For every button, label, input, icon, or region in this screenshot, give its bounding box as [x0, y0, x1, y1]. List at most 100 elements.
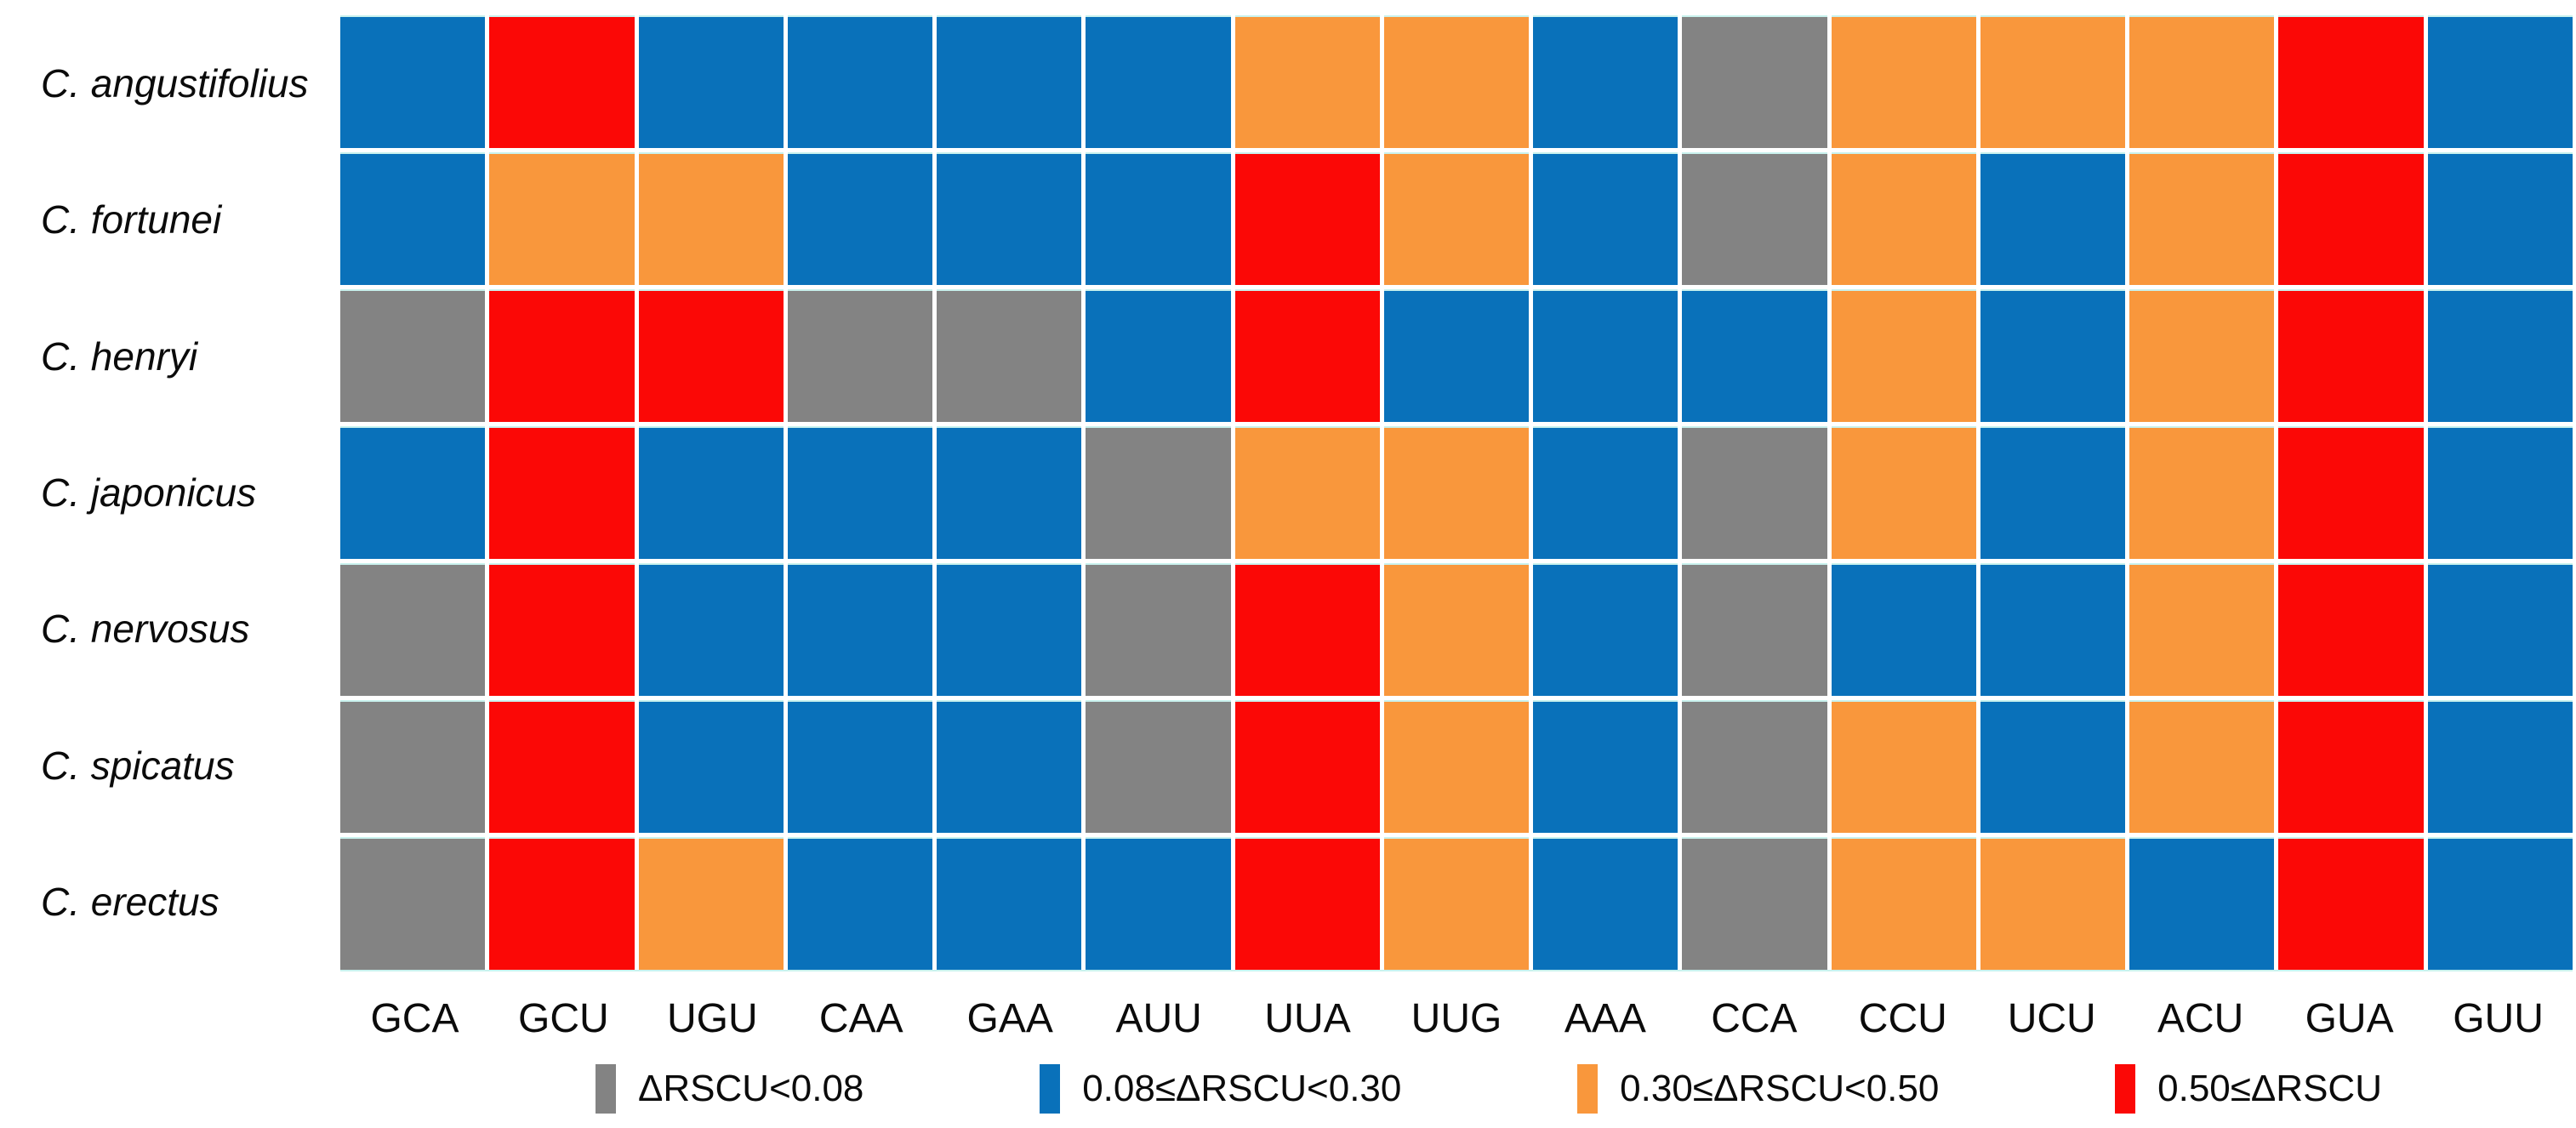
heatmap-cell	[2427, 837, 2573, 970]
heatmap-cell	[1980, 563, 2126, 696]
heatmap-cell	[1980, 700, 2126, 833]
heatmap-grid	[340, 15, 2573, 971]
legend: ΔRSCU<0.08 0.08≤ΔRSCU<0.30 0.30≤ΔRSCU<0.50…	[596, 1058, 2382, 1119]
heatmap-cell	[1234, 152, 1380, 285]
heatmap-cell	[1831, 563, 1976, 696]
heatmap-cell	[1831, 15, 1976, 148]
heatmap-cell	[638, 289, 784, 422]
heatmap-cell	[1086, 15, 1231, 148]
heatmap-cell	[1533, 426, 1678, 559]
codon-label: GCU	[518, 995, 609, 1041]
heatmap-cell	[2427, 152, 2573, 285]
legend-swatch	[1040, 1064, 1061, 1114]
heatmap-cell	[787, 152, 933, 285]
heatmap-cell	[1533, 152, 1678, 285]
heatmap-cell	[1831, 289, 1976, 422]
heatmap-cell	[2129, 15, 2275, 148]
heatmap-cell	[1980, 15, 2126, 148]
heatmap-cell	[489, 426, 635, 559]
heatmap-cell	[2427, 563, 2573, 696]
codon-label: CCA	[1711, 995, 1798, 1041]
heatmap-cell	[1086, 289, 1231, 422]
species-label: C. spicatus	[41, 743, 235, 788]
heatmap-cell	[1980, 289, 2126, 422]
legend-label: 0.30≤ΔRSCU<0.50	[1620, 1068, 1940, 1109]
species-label: C. fortunei	[41, 197, 222, 242]
heatmap-cell	[2427, 426, 2573, 559]
codon-label: GCA	[370, 995, 459, 1041]
heatmap-cell	[2278, 563, 2424, 696]
heatmap-cell	[1234, 426, 1380, 559]
heatmap-cell	[1234, 289, 1380, 422]
heatmap-cell	[489, 700, 635, 833]
heatmap-cell	[638, 426, 784, 559]
heatmap-cell	[937, 15, 1082, 148]
heatmap-cell	[340, 700, 486, 833]
legend-label: ΔRSCU<0.08	[638, 1068, 864, 1109]
codon-label: UCU	[2007, 995, 2096, 1041]
heatmap-cell	[1383, 426, 1530, 559]
heatmap-cell	[2427, 289, 2573, 422]
species-label: C. henryi	[41, 333, 198, 379]
heatmap-cell	[340, 15, 486, 148]
codon-label: ACU	[2157, 995, 2244, 1041]
legend-item: 0.50≤ΔRSCU	[2115, 1064, 2382, 1114]
codon-label: GAA	[966, 995, 1053, 1041]
heatmap-cell	[2278, 700, 2424, 833]
heatmap-cell	[937, 700, 1082, 833]
heatmap-cell	[340, 563, 486, 696]
legend-label: 0.08≤ΔRSCU<0.30	[1082, 1068, 1402, 1109]
codon-label: GUA	[2305, 995, 2394, 1041]
heatmap-cell	[1383, 15, 1530, 148]
heatmap-cell	[489, 289, 635, 422]
species-label: C. nervosus	[41, 607, 250, 652]
heatmap-cell	[1831, 426, 1976, 559]
heatmap-cell	[937, 152, 1082, 285]
codon-label: AAA	[1564, 995, 1646, 1041]
heatmap-cell	[937, 289, 1082, 422]
heatmap-cell	[1831, 700, 1976, 833]
heatmap-cell	[2129, 700, 2275, 833]
heatmap-cell	[2278, 426, 2424, 559]
heatmap-cell	[340, 152, 486, 285]
heatmap-cell	[937, 837, 1082, 970]
heatmap-cell	[1086, 837, 1231, 970]
heatmap-cell	[1533, 837, 1678, 970]
heatmap-cell	[787, 837, 933, 970]
heatmap-cell	[489, 837, 635, 970]
heatmap-cell	[1682, 289, 1827, 422]
codon-label: CAA	[818, 995, 903, 1041]
heatmap-cell	[1831, 837, 1976, 970]
heatmap-cell	[2278, 837, 2424, 970]
heatmap-cell	[1682, 426, 1827, 559]
heatmap-cell	[1383, 837, 1530, 970]
heatmap-cell	[340, 289, 486, 422]
heatmap-cell	[1383, 289, 1530, 422]
heatmap-cell	[638, 837, 784, 970]
heatmap-cell	[1533, 563, 1678, 696]
legend-label: 0.50≤ΔRSCU	[2157, 1068, 2382, 1109]
heatmap-cell	[2278, 289, 2424, 422]
heatmap-cell	[1234, 700, 1380, 833]
heatmap-cell	[2427, 700, 2573, 833]
heatmap-cell	[787, 289, 933, 422]
heatmap-cell	[489, 152, 635, 285]
heatmap-cell	[1533, 289, 1678, 422]
heatmap-cell	[2129, 837, 2275, 970]
heatmap-cell	[1682, 700, 1827, 833]
legend-swatch	[596, 1064, 616, 1114]
heatmap-cell	[1383, 563, 1530, 696]
species-label: C. angustifolius	[41, 61, 309, 106]
heatmap-cell	[937, 426, 1082, 559]
heatmap-cell	[1086, 426, 1231, 559]
legend-item: 0.30≤ΔRSCU<0.50	[1577, 1064, 1939, 1114]
heatmap-cell	[638, 152, 784, 285]
heatmap-cell	[2278, 15, 2424, 148]
heatmap-cell	[2278, 152, 2424, 285]
heatmap-cell	[489, 563, 635, 696]
species-label: C. japonicus	[41, 470, 257, 515]
heatmap-cell	[1533, 700, 1678, 833]
heatmap-cell	[1086, 152, 1231, 285]
codon-axis: GCA GCU UGU CAA GAA AUU UUA UUG AAA CCA CCU UCU ACU G…	[340, 985, 2573, 1051]
heatmap-cell	[1682, 563, 1827, 696]
